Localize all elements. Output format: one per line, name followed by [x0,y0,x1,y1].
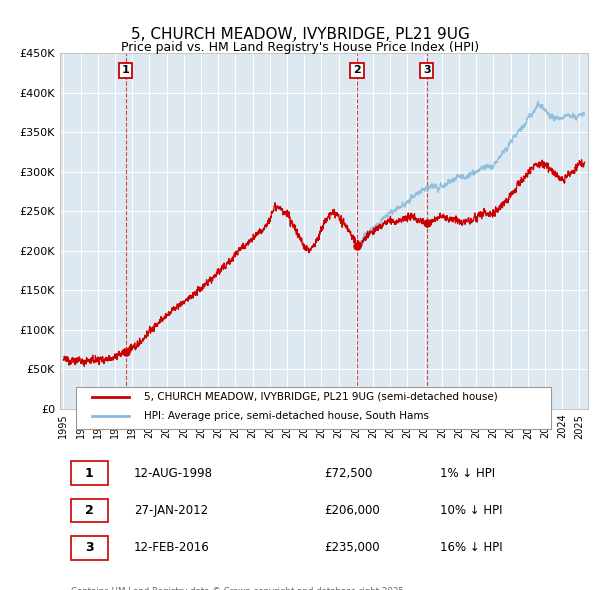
Text: 2: 2 [85,504,94,517]
Text: HPI: Average price, semi-detached house, South Hams: HPI: Average price, semi-detached house,… [145,411,430,421]
Text: 3: 3 [423,65,430,76]
Text: 10% ↓ HPI: 10% ↓ HPI [440,504,503,517]
Text: 1: 1 [122,65,130,76]
Text: Price paid vs. HM Land Registry's House Price Index (HPI): Price paid vs. HM Land Registry's House … [121,41,479,54]
Text: 12-FEB-2016: 12-FEB-2016 [134,541,209,554]
Text: 1% ↓ HPI: 1% ↓ HPI [440,467,495,480]
Text: 27-JAN-2012: 27-JAN-2012 [134,504,208,517]
Text: 1: 1 [85,467,94,480]
Text: £72,500: £72,500 [324,467,373,480]
Bar [71,536,107,559]
Bar [71,461,107,485]
Text: £206,000: £206,000 [324,504,380,517]
Text: Contains HM Land Registry data © Crown copyright and database right 2025.: Contains HM Land Registry data © Crown c… [71,586,406,590]
Text: 3: 3 [85,541,94,554]
Text: £235,000: £235,000 [324,541,380,554]
Text: 5, CHURCH MEADOW, IVYBRIDGE, PL21 9UG: 5, CHURCH MEADOW, IVYBRIDGE, PL21 9UG [131,27,469,41]
Text: 5, CHURCH MEADOW, IVYBRIDGE, PL21 9UG (semi-detached house): 5, CHURCH MEADOW, IVYBRIDGE, PL21 9UG (s… [145,392,498,402]
Text: 16% ↓ HPI: 16% ↓ HPI [440,541,503,554]
Text: 12-AUG-1998: 12-AUG-1998 [134,467,213,480]
Text: 2: 2 [353,65,361,76]
Bar [71,499,107,522]
